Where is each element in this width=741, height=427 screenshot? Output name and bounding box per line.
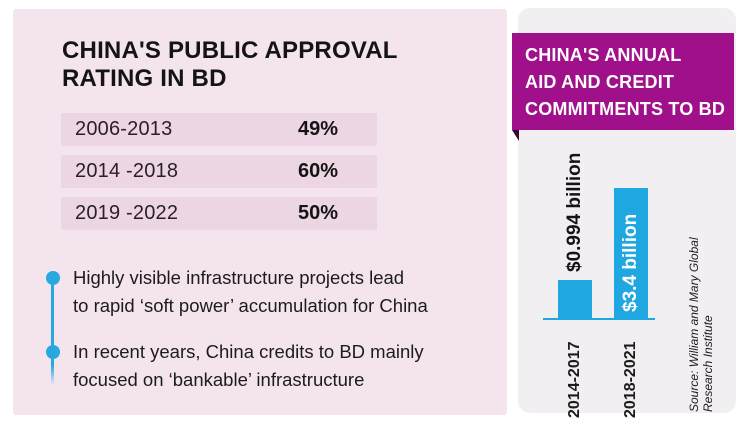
approval-rating-title: CHINA'S PUBLIC APPROVAL RATING IN BD bbox=[62, 37, 398, 93]
rating-period: 2006-2013 bbox=[75, 118, 173, 140]
approval-rating-title-line1: CHINA'S PUBLIC APPROVAL bbox=[62, 37, 398, 64]
list-item: In recent years, China credits to BD mai… bbox=[73, 338, 513, 394]
bullet-dot-icon bbox=[46, 345, 60, 359]
source-line: Source: William and Mary Global bbox=[687, 237, 701, 412]
card-title-line2: AID AND CREDIT bbox=[525, 72, 675, 92]
rating-period: 2014 -2018 bbox=[75, 160, 179, 182]
key-points-list: Highly visible infrastructure projects l… bbox=[13, 9, 507, 415]
rating-value: 60% bbox=[298, 160, 339, 182]
x-axis-label: 2018-2021 bbox=[622, 341, 639, 418]
rating-period: 2019 -2022 bbox=[75, 202, 179, 224]
card-title-line3: COMMITMENTS TO BD bbox=[525, 99, 726, 119]
rating-value: 50% bbox=[298, 202, 339, 224]
list-item-line: Highly visible infrastructure projects l… bbox=[73, 267, 405, 288]
source-line: Research Institute bbox=[701, 315, 715, 412]
bullet-dot-icon bbox=[46, 271, 60, 285]
table-row: 2006-2013 49% bbox=[61, 113, 377, 146]
list-item: Highly visible infrastructure projects l… bbox=[73, 264, 513, 320]
chart-baseline bbox=[543, 318, 655, 320]
approval-rating-table: 2006-2013 49% 2014 -2018 60% 2019 -2022 … bbox=[61, 113, 377, 239]
aid-credit-bar-chart: $0.994 billion $3.4 billion 2014-2017 20… bbox=[518, 8, 736, 418]
bar-2014-2017 bbox=[558, 280, 592, 318]
card-title-ribbon: CHINA'S ANNUAL AID AND CREDIT COMMITMENT… bbox=[512, 33, 734, 130]
bar-value-label: $3.4 billion bbox=[620, 213, 641, 312]
approval-rating-panel: CHINA'S PUBLIC APPROVAL RATING IN BD 200… bbox=[13, 9, 507, 415]
timeline-connector-line bbox=[51, 278, 54, 385]
bar-2018-2021 bbox=[614, 188, 648, 318]
ribbon-fold-triangle bbox=[512, 130, 519, 141]
x-axis-label: 2014-2017 bbox=[566, 341, 583, 418]
card-title-line1: CHINA'S ANNUAL bbox=[525, 45, 682, 65]
list-item-line: to rapid ‘soft power’ accumulation for C… bbox=[73, 295, 428, 316]
table-row: 2014 -2018 60% bbox=[61, 155, 377, 188]
source-attribution: Source: William and Mary Global Research… bbox=[687, 226, 715, 412]
list-item-line: focused on ‘bankable’ infrastructure bbox=[73, 369, 365, 390]
list-item-line: In recent years, China credits to BD mai… bbox=[73, 341, 424, 362]
table-row: 2019 -2022 50% bbox=[61, 197, 377, 230]
approval-rating-title-line2: RATING IN BD bbox=[62, 65, 227, 92]
bar-value-label: $0.994 billion bbox=[564, 152, 585, 272]
rating-value: 49% bbox=[298, 118, 339, 140]
